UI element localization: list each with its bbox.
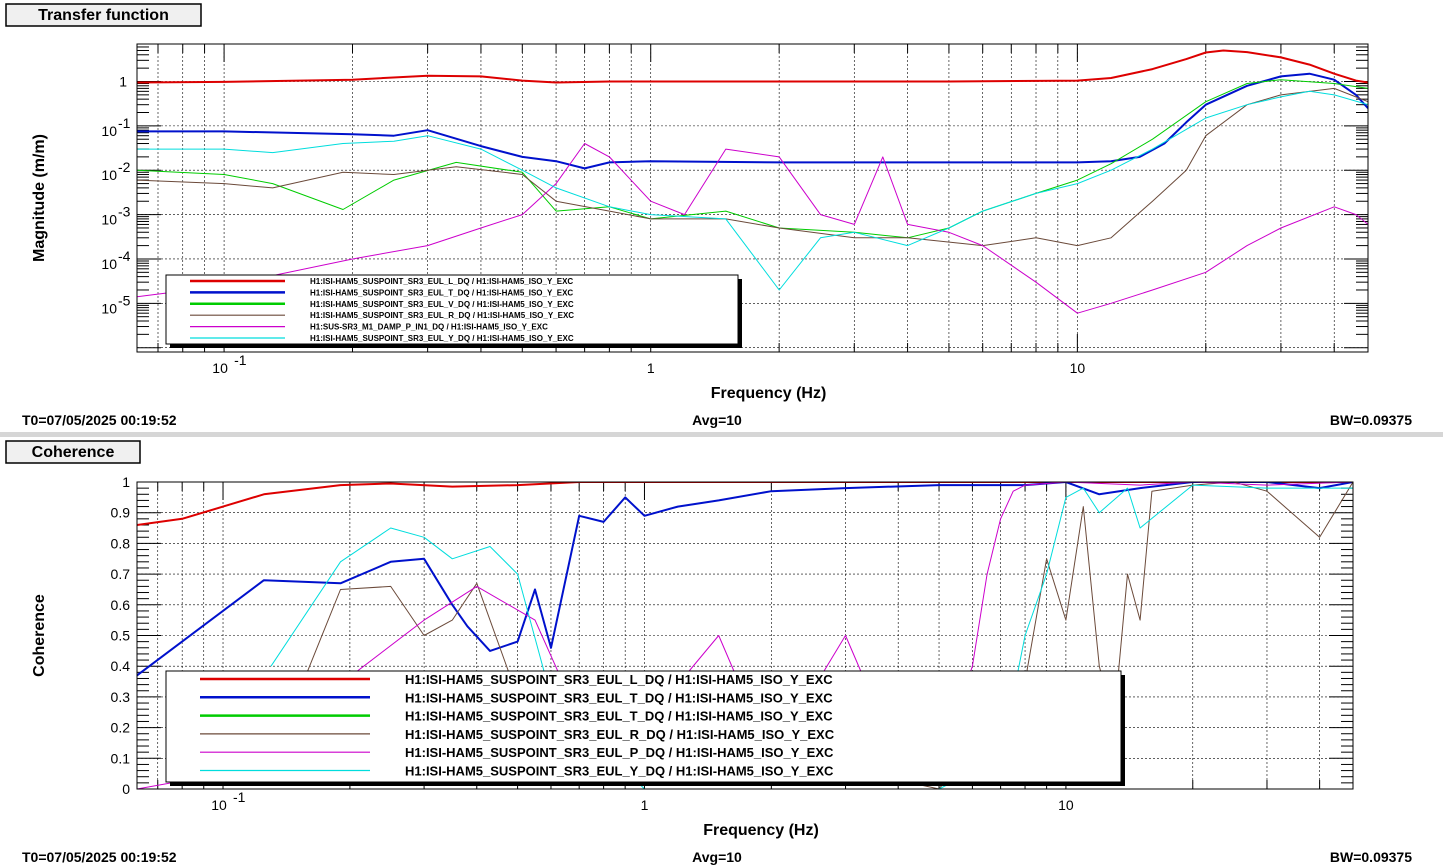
footer: T0=07/05/2025 00:19:52 Avg=10 BW=0.09375 [22, 849, 1412, 865]
y-tick-label: 0.8 [111, 535, 131, 551]
x-tick-label: 10 [1070, 360, 1086, 376]
series-line-5 [137, 90, 1368, 291]
footer-avg: Avg=10 [692, 412, 742, 428]
legend-label: H1:ISI-HAM5_SUSPOINT_SR3_EUL_L_DQ / H1:I… [405, 672, 833, 687]
legend-entry[interactable]: H1:ISI-HAM5_SUSPOINT_SR3_EUL_Y_DQ / H1:I… [200, 764, 834, 779]
panel-title-text: Transfer function [38, 7, 169, 24]
x-tick-label: 1 [647, 360, 655, 376]
footer-t0: T0=07/05/2025 00:19:52 [22, 412, 177, 428]
legend-entry[interactable]: H1:ISI-HAM5_SUSPOINT_SR3_EUL_L_DQ / H1:I… [190, 277, 573, 286]
y-axis-label: Magnitude (m/m) [31, 134, 48, 262]
svg-text:1: 1 [647, 360, 655, 376]
footer: T0=07/05/2025 00:19:52 Avg=10 BW=0.09375 [22, 412, 1412, 428]
series-layer [137, 49, 1368, 314]
legend-entry[interactable]: H1:ISI-HAM5_SUSPOINT_SR3_EUL_P_DQ / H1:I… [200, 745, 834, 760]
svg-text:10: 10 [212, 360, 228, 376]
svg-text:10: 10 [101, 123, 117, 139]
footer-bw: BW=0.09375 [1330, 849, 1412, 865]
legend-entry[interactable]: H1:ISI-HAM5_SUSPOINT_SR3_EUL_V_DQ / H1:I… [190, 300, 574, 309]
x-axis-label: Frequency (Hz) [703, 822, 819, 839]
y-tick-label: 0 [122, 781, 130, 797]
svg-text:-1: -1 [118, 115, 131, 131]
svg-text:10: 10 [101, 212, 117, 228]
legend-label: H1:SUS-SR3_M1_DAMP_P_IN1_DQ / H1:ISI-HAM… [310, 323, 548, 332]
x-axis-label: Frequency (Hz) [711, 385, 827, 402]
series-line-0 [137, 482, 1353, 526]
legend-entry[interactable]: H1:ISI-HAM5_SUSPOINT_SR3_EUL_T_DQ / H1:I… [190, 288, 573, 297]
y-tick-label: 10 -1 [101, 115, 130, 139]
panel-separator [0, 432, 1443, 437]
series-line-3 [296, 482, 1353, 789]
series-line-1 [137, 72, 1368, 170]
y-tick-label: 0.5 [111, 628, 131, 644]
svg-text:1: 1 [641, 797, 649, 813]
y-tick-label: 0.6 [111, 597, 131, 613]
y-tick-label: 10 -3 [101, 204, 130, 228]
svg-text:10: 10 [101, 167, 117, 183]
svg-text:-4: -4 [118, 248, 131, 264]
y-tick-label: 0.7 [111, 566, 131, 582]
x-tick-label: 10 -1 [211, 789, 245, 813]
legend-entry[interactable]: H1:ISI-HAM5_SUSPOINT_SR3_EUL_T_DQ / H1:I… [200, 709, 833, 724]
footer-bw: BW=0.09375 [1330, 412, 1412, 428]
y-tick-label: 10 -4 [101, 248, 130, 272]
panel-title-text: Coherence [32, 444, 115, 461]
legend-entry[interactable]: H1:ISI-HAM5_SUSPOINT_SR3_EUL_Y_DQ / H1:I… [190, 334, 574, 343]
series-line-3 [137, 87, 1368, 247]
legend-label: H1:ISI-HAM5_SUSPOINT_SR3_EUL_Y_DQ / H1:I… [405, 764, 834, 779]
y-tick-label: 1 [122, 474, 130, 490]
legend-label: H1:ISI-HAM5_SUSPOINT_SR3_EUL_Y_DQ / H1:I… [310, 334, 574, 343]
legend-label: H1:ISI-HAM5_SUSPOINT_SR3_EUL_T_DQ / H1:I… [405, 709, 833, 724]
legend-entry[interactable]: H1:ISI-HAM5_SUSPOINT_SR3_EUL_L_DQ / H1:I… [200, 672, 833, 687]
y-tick-label: 0.4 [111, 658, 131, 674]
series-line-1 [137, 482, 1353, 677]
legend-label: H1:ISI-HAM5_SUSPOINT_SR3_EUL_R_DQ / H1:I… [405, 727, 835, 742]
plot-frame [136, 481, 1354, 790]
legend-entry[interactable]: H1:ISI-HAM5_SUSPOINT_SR3_EUL_R_DQ / H1:I… [200, 727, 835, 742]
svg-text:-2: -2 [118, 159, 131, 175]
x-tick-label: 10 -1 [212, 352, 246, 376]
svg-text:-3: -3 [118, 204, 131, 220]
legend[interactable]: H1:ISI-HAM5_SUSPOINT_SR3_EUL_L_DQ / H1:I… [165, 274, 742, 348]
footer-t0: T0=07/05/2025 00:19:52 [22, 849, 177, 865]
plot-frame [136, 43, 1369, 353]
x-tick-label: 1 [641, 797, 649, 813]
legend[interactable]: H1:ISI-HAM5_SUSPOINT_SR3_EUL_L_DQ / H1:I… [165, 670, 1125, 786]
y-tick-label: 10 -5 [101, 292, 130, 316]
y-tick-label: 1 [119, 73, 127, 89]
legend-label: H1:ISI-HAM5_SUSPOINT_SR3_EUL_L_DQ / H1:I… [310, 277, 573, 286]
series-line-0 [137, 49, 1368, 84]
svg-text:-1: -1 [234, 352, 247, 368]
svg-text:10: 10 [1058, 797, 1074, 813]
legend-label: H1:ISI-HAM5_SUSPOINT_SR3_EUL_R_DQ / H1:I… [310, 311, 574, 320]
x-tick-label: 10 [1058, 797, 1074, 813]
legend-entry[interactable]: H1:ISI-HAM5_SUSPOINT_SR3_EUL_R_DQ / H1:I… [190, 311, 574, 320]
legend-label: H1:ISI-HAM5_SUSPOINT_SR3_EUL_T_DQ / H1:I… [310, 288, 573, 297]
y-tick-label: 0.1 [111, 750, 131, 766]
y-tick-label: 0.9 [111, 505, 131, 521]
y-tick-label: 0.3 [111, 689, 131, 705]
y-axis-label: Coherence [31, 594, 48, 677]
svg-text:10: 10 [1070, 360, 1086, 376]
y-tick-label: 10 -2 [101, 159, 130, 183]
y-tick-label: 0.2 [111, 720, 131, 736]
legend-label: H1:ISI-HAM5_SUSPOINT_SR3_EUL_P_DQ / H1:I… [405, 745, 834, 760]
legend-label: H1:ISI-HAM5_SUSPOINT_SR3_EUL_T_DQ / H1:I… [405, 690, 833, 705]
svg-text:10: 10 [101, 256, 117, 272]
svg-text:1: 1 [119, 73, 127, 89]
coherence-panel: Coherence 10 -1 1 10 0 0.1 0.2 0.3 0.4 0.5 0.6 0.7 0.… [5, 440, 1412, 865]
legend-entry[interactable]: H1:ISI-HAM5_SUSPOINT_SR3_EUL_T_DQ / H1:I… [200, 690, 833, 705]
svg-text:10: 10 [211, 797, 227, 813]
legend-entry[interactable]: H1:SUS-SR3_M1_DAMP_P_IN1_DQ / H1:ISI-HAM… [190, 323, 548, 332]
svg-text:-1: -1 [233, 789, 246, 805]
legend-label: H1:ISI-HAM5_SUSPOINT_SR3_EUL_V_DQ / H1:I… [310, 300, 574, 309]
footer-avg: Avg=10 [692, 849, 742, 865]
panel-title[interactable]: Coherence [5, 440, 141, 464]
svg-text:-5: -5 [118, 292, 131, 308]
svg-text:10: 10 [101, 300, 117, 316]
series-line-4 [137, 143, 1368, 314]
panel-title[interactable]: Transfer function [5, 3, 202, 27]
